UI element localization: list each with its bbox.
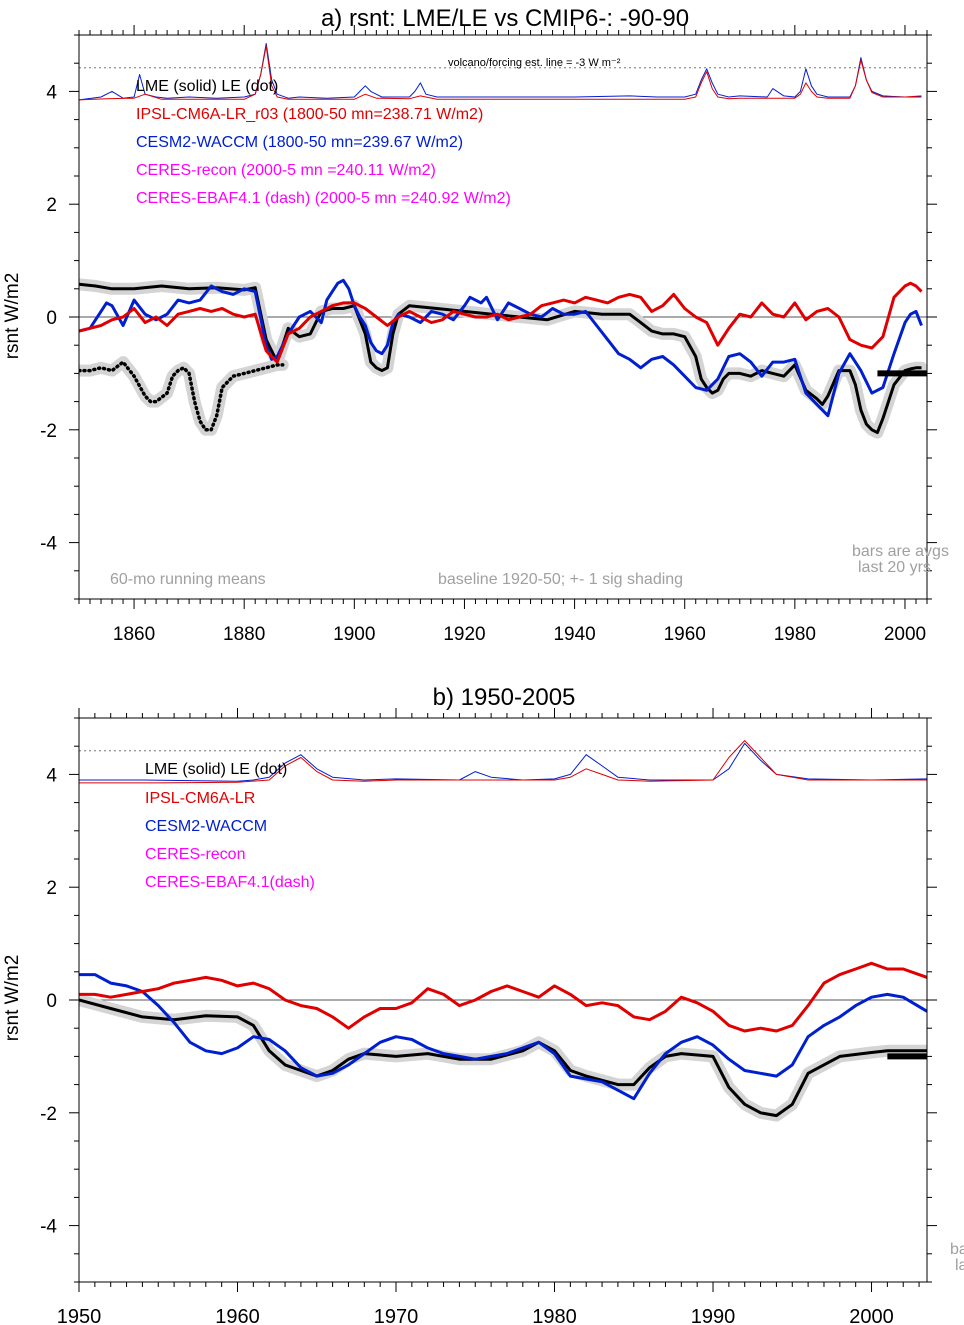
y-tick-label: -2 [40, 421, 57, 442]
y-tick-label: -4 [40, 1217, 57, 1238]
series-ipsl-cm6a-lr-r03 [79, 281, 923, 364]
x-tick-label: 1950 [57, 1306, 102, 1325]
x-tick-label: 1960 [664, 624, 706, 645]
y-tick-label: 0 [46, 308, 57, 329]
panel-a-forcing-annotation: volcano/forcing est. line = -3 W m⁻² [448, 57, 621, 69]
panel-a-note-running-means: 60-mo running means [110, 571, 266, 588]
x-tick-label: 1980 [532, 1306, 577, 1325]
x-tick-label: 2000 [849, 1306, 894, 1325]
panel-a-note-baseline: baseline 1920-50; +- 1 sig shading [438, 571, 683, 588]
panel-b-title: b) 1950-2005 [433, 684, 576, 711]
x-tick-label: 1860 [113, 624, 155, 645]
y-tick-label: 2 [46, 195, 57, 216]
x-tick-label: 1990 [691, 1306, 736, 1325]
plot-area-b [79, 740, 927, 1122]
plot-area-a [79, 43, 927, 439]
x-tick-label: 1960 [215, 1306, 260, 1325]
series-cesm2-waccm-forcing [79, 43, 922, 101]
plot-a: 1860 1880 1900 1920 1940 1960 1980 2000 -4 -2 0 2 4 [40, 25, 937, 645]
series-ipsl-cm6a-lr-forcing [79, 740, 927, 784]
y-tick-label: 4 [46, 82, 57, 103]
legend-b-lme-le: LME (solid) LE (dot) [145, 761, 287, 778]
panel-b-note-last20: last 20 yrs [955, 1257, 964, 1274]
legend-a-ceres-ebaf: CERES-EBAF4.1 (dash) (2000-5 mn =240.92 … [136, 190, 511, 207]
y-tick-label: 2 [46, 878, 57, 899]
series-ipsl-cm6a-lr [79, 961, 927, 1033]
legend-b-ceres-ebaf: CERES-EBAF4.1(dash) [145, 874, 315, 891]
legend-a-ceres-recon: CERES-recon (2000-5 mn =240.11 W/m2) [136, 162, 436, 179]
panel-b-legend: LME (solid) LE (dot) IPSL-CM6A-LR CESM2-… [145, 761, 315, 891]
legend-a-ipsl: IPSL-CM6A-LR_r03 (1800-50 mn=238.71 W/m2… [136, 106, 483, 123]
panel-a-note-bars: bars are avgs [852, 543, 949, 560]
legend-b-cesm2: CESM2-WACCM [145, 818, 267, 835]
panel-b-note-bars: bars are avgs [950, 1241, 964, 1258]
y-tick-label: -4 [40, 534, 57, 555]
plot-b: 1950 1960 1970 1980 1990 2000 -4 -2 0 2 4 [40, 708, 937, 1325]
legend-b-ipsl: IPSL-CM6A-LR [145, 790, 255, 807]
legend-a-lme-le: LME (solid) LE (dot) [136, 78, 278, 95]
panel-b: b) 1950-2005 rsnt W/m2 LME (solid) LE (d… [2, 684, 964, 1274]
x-tick-label: 1920 [443, 624, 485, 645]
series-ipsl-cm6a-lr-forcing [79, 45, 922, 101]
panel-a-note-last20: last 20 yrs [858, 559, 931, 576]
series-le-dot [79, 360, 285, 432]
legend-b-ceres-recon: CERES-recon [145, 846, 245, 863]
y-tick-label: -2 [40, 1104, 57, 1125]
panel-a-title: a) rsnt: LME/LE vs CMIP6-: -90-90 [321, 5, 689, 32]
y-tick-label: 0 [46, 991, 57, 1012]
y-tick-label: 4 [46, 765, 57, 786]
legend-a-cesm2: CESM2-WACCM (1800-50 mn=239.67 W/m2) [136, 134, 463, 151]
x-tick-label: 1980 [774, 624, 816, 645]
panel-a-ylabel: rsnt W/m2 [2, 273, 23, 360]
panel-a: a) rsnt: LME/LE vs CMIP6-: -90-90 rsnt W… [2, 5, 949, 588]
x-tick-label: 1970 [374, 1306, 419, 1325]
series-cesm2-waccm [79, 973, 927, 1101]
x-tick-label: 1880 [223, 624, 265, 645]
panel-b-ylabel: rsnt W/m2 [2, 955, 23, 1042]
panel-a-legend: LME (solid) LE (dot) IPSL-CM6A-LR_r03 (1… [136, 78, 511, 207]
x-tick-label: 2000 [884, 624, 926, 645]
series-cesm2-waccm [79, 278, 923, 418]
x-tick-label: 1940 [553, 624, 595, 645]
x-tick-label: 1900 [333, 624, 375, 645]
